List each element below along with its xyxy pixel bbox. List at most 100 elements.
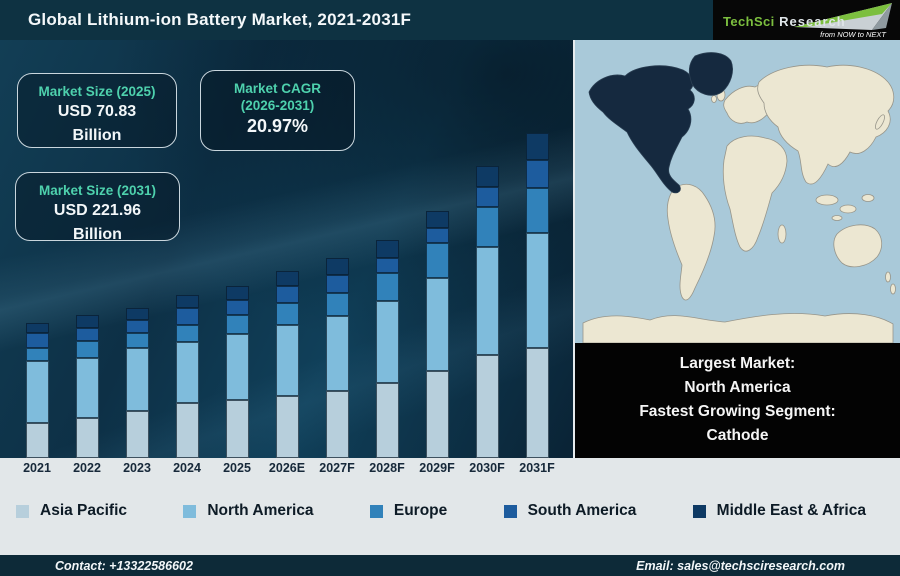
bar-stack — [225, 286, 249, 458]
logo-wordmark: TechSci Research — [723, 13, 846, 31]
bar-segment-europe — [125, 333, 149, 348]
stat-box-market-cagr: Market CAGR (2026-2031) 20.97% — [200, 70, 355, 151]
bar-stack — [525, 133, 549, 458]
chart-panel: Market Size (2025) USD 70.83 Billion Mar… — [0, 40, 573, 458]
bar-segment-middle-east-africa — [125, 308, 149, 320]
stat-box-market-size-2031: Market Size (2031) USD 221.96 Billion — [15, 172, 180, 243]
stat-value: USD 70.83 — [57, 103, 137, 120]
stat-label: Market Size (2031) — [38, 183, 157, 198]
bar-stack — [175, 295, 199, 458]
bar-segment-south-america — [325, 275, 349, 293]
bar-stack — [325, 258, 349, 458]
region-greenland — [688, 52, 733, 96]
bar-segment-south-america — [25, 333, 49, 348]
bar-segment-europe — [325, 293, 349, 316]
stat-label: (2026-2031) — [240, 98, 315, 113]
stacked-bar-chart — [12, 118, 562, 458]
axis-label-2022: 2022 — [73, 461, 101, 475]
bar-segment-middle-east-africa — [325, 258, 349, 275]
axis-label-2021: 2021 — [23, 461, 51, 475]
legend-label: South America — [527, 502, 637, 519]
bar-segment-asia-pacific — [525, 348, 549, 458]
bar-segment-middle-east-africa — [475, 166, 499, 187]
bar-segment-south-america — [475, 187, 499, 207]
bar-segment-south-america — [375, 258, 399, 273]
bar-column-2023 — [112, 308, 162, 458]
legend-item-europe: Europe — [369, 502, 448, 520]
bar-segment-asia-pacific — [25, 423, 49, 458]
region-north-america — [588, 65, 695, 194]
logo-tagline: from NOW to NEXT — [820, 30, 886, 39]
bar-segment-south-america — [225, 300, 249, 315]
title-bar: Global Lithium-ion Battery Market, 2021-… — [0, 0, 900, 40]
bar-stack — [125, 308, 149, 458]
island-ireland — [711, 95, 717, 103]
bar-segment-north-america — [225, 334, 249, 400]
bar-segment-asia-pacific — [475, 355, 499, 458]
axis-label-2030f: 2030F — [469, 461, 505, 475]
bar-segment-asia-pacific — [425, 371, 449, 458]
continent-africa — [722, 135, 788, 252]
bar-segment-europe — [275, 303, 299, 325]
bar-segment-europe — [425, 243, 449, 278]
bar-segment-europe — [175, 325, 199, 342]
legend-swatch — [369, 504, 383, 518]
bar-segment-south-america — [425, 228, 449, 243]
legend-label: Europe — [393, 502, 448, 519]
contact-email: Email: sales@techsciresearch.com — [636, 558, 845, 573]
x-axis-labels: 2021 2022 2023 2024 2025 2026E 2027F 2028F 2029F… — [12, 461, 562, 475]
continent-asia — [757, 64, 895, 185]
island-japan — [875, 114, 885, 130]
stat-unit: Billion — [73, 226, 122, 243]
bar-segment-south-america — [125, 320, 149, 333]
bar-segment-middle-east-africa — [225, 286, 249, 300]
bar-segment-north-america — [525, 233, 549, 348]
bar-stack — [75, 315, 99, 458]
legend-swatch — [503, 504, 517, 518]
bar-segment-asia-pacific — [375, 383, 399, 458]
bottom-band: 2021 2022 2023 2024 2025 2026E 2027F 2028F 2029F… — [0, 458, 900, 555]
bar-segment-north-america — [325, 316, 349, 391]
island-new-zealand-south — [890, 283, 896, 295]
bar-segment-south-america — [75, 328, 99, 341]
bar-segment-middle-east-africa — [75, 315, 99, 328]
techsci-logo: TechSci Research from NOW to NEXT — [713, 0, 900, 40]
island-madagascar — [777, 224, 787, 244]
axis-label-2025: 2025 — [223, 461, 251, 475]
continent-australia — [833, 224, 883, 268]
bar-segment-europe — [375, 273, 399, 301]
bar-stack — [475, 166, 499, 458]
bar-segment-asia-pacific — [125, 411, 149, 458]
bar-column-2024 — [162, 295, 212, 458]
axis-label-2023: 2023 — [123, 461, 151, 475]
bar-stack — [375, 240, 399, 458]
stat-value: 20.97% — [246, 116, 309, 136]
bar-stack — [275, 271, 299, 458]
bar-column-2021 — [12, 323, 62, 458]
info-line: Fastest Growing Segment: — [639, 403, 836, 420]
stat-label: Market CAGR — [233, 81, 322, 96]
legend-item-south-america: South America — [503, 502, 637, 520]
bar-stack — [425, 211, 449, 458]
legend-label: North America — [207, 502, 314, 519]
logo-brand-primary: TechSci — [723, 14, 775, 29]
bar-column-2026e — [262, 271, 312, 458]
bar-column-2028f — [362, 240, 412, 458]
legend-swatch — [183, 504, 197, 518]
bar-column-2030f — [462, 166, 512, 458]
bar-segment-middle-east-africa — [375, 240, 399, 258]
bar-segment-europe — [225, 315, 249, 334]
axis-label-2028f: 2028F — [369, 461, 405, 475]
logo-arrow-icon — [794, 3, 892, 30]
bar-segment-europe — [525, 188, 549, 233]
bar-segment-middle-east-africa — [525, 133, 549, 160]
logo-brand-secondary: Research — [779, 14, 846, 29]
island-philippines — [861, 194, 875, 202]
bar-column-2027f — [312, 258, 362, 458]
bar-segment-north-america — [125, 348, 149, 411]
bar-segment-south-america — [175, 308, 199, 325]
legend-label: Middle East & Africa — [716, 502, 866, 519]
bar-segment-north-america — [425, 278, 449, 371]
bar-segment-middle-east-africa — [425, 211, 449, 228]
